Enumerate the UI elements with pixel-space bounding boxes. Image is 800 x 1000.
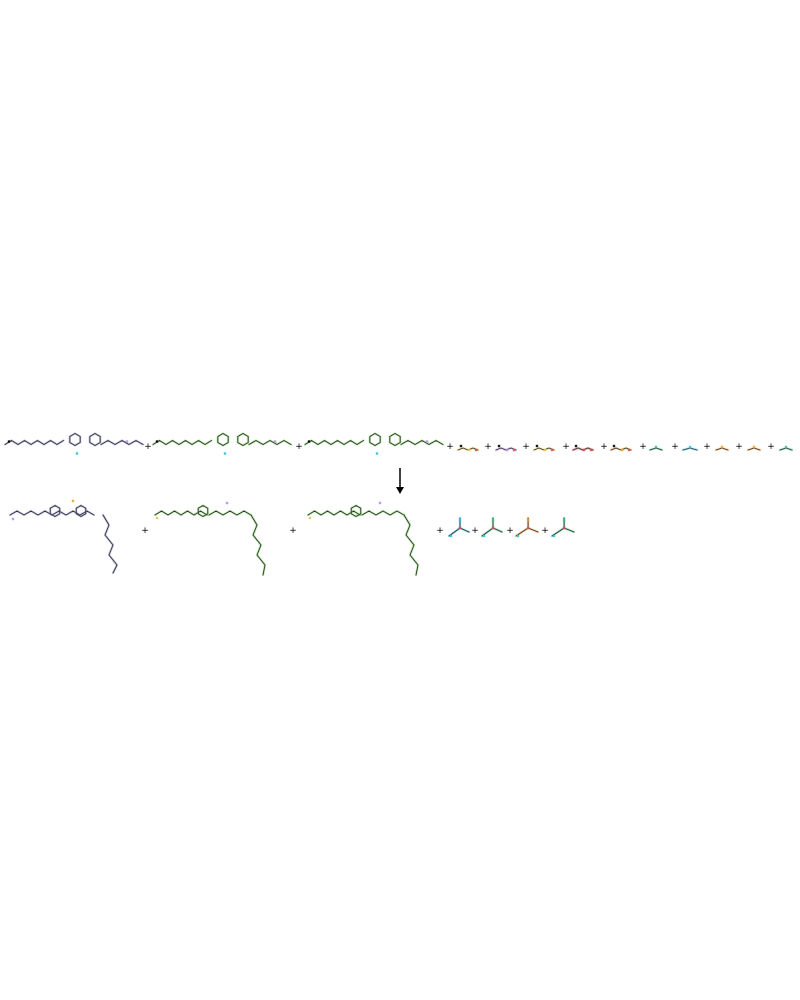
- plus-sign: +: [471, 526, 479, 536]
- plus-sign: +: [484, 442, 492, 452]
- reactant-11: [714, 445, 730, 452]
- reactant-3: [303, 432, 445, 455]
- reactant-1: [3, 432, 145, 455]
- plus-sign: +: [141, 526, 149, 536]
- product-6: [514, 516, 540, 538]
- plus-sign: +: [446, 442, 454, 452]
- product-1: [8, 499, 119, 575]
- product-row: + + + + + +: [8, 499, 576, 577]
- plus-sign: +: [541, 526, 549, 536]
- plus-sign: +: [767, 442, 775, 452]
- plus-sign: +: [671, 442, 679, 452]
- arrow-head: [396, 487, 404, 494]
- plus-sign: +: [506, 526, 514, 536]
- reactant-9: [648, 445, 664, 452]
- reactant-10: [681, 445, 699, 452]
- plus-sign: +: [562, 442, 570, 452]
- plus-sign: +: [600, 442, 608, 452]
- product-2: [153, 501, 267, 577]
- plus-sign: +: [735, 442, 743, 452]
- reactant-7: [571, 444, 595, 452]
- reactant-12: [746, 445, 762, 452]
- plus-sign: +: [522, 442, 530, 452]
- reactant-5: [494, 444, 518, 452]
- plus-sign: +: [295, 442, 303, 452]
- reactant-row: + + + + + + + + + + + +: [3, 432, 794, 455]
- plus-sign: +: [436, 526, 444, 536]
- product-4: [447, 516, 471, 538]
- product-7: [550, 516, 576, 538]
- plus-sign: +: [703, 442, 711, 452]
- reactant-13: [778, 445, 794, 452]
- reactant-6: [532, 444, 556, 452]
- reaction-arrow: [396, 468, 404, 494]
- product-3: [306, 501, 420, 577]
- plus-sign: +: [289, 526, 297, 536]
- plus-sign: +: [144, 442, 152, 452]
- reactant-4: [456, 444, 480, 452]
- product-5: [480, 516, 504, 538]
- reactant-2: [151, 432, 293, 455]
- plus-sign: +: [639, 442, 647, 452]
- reactant-8: [609, 444, 633, 452]
